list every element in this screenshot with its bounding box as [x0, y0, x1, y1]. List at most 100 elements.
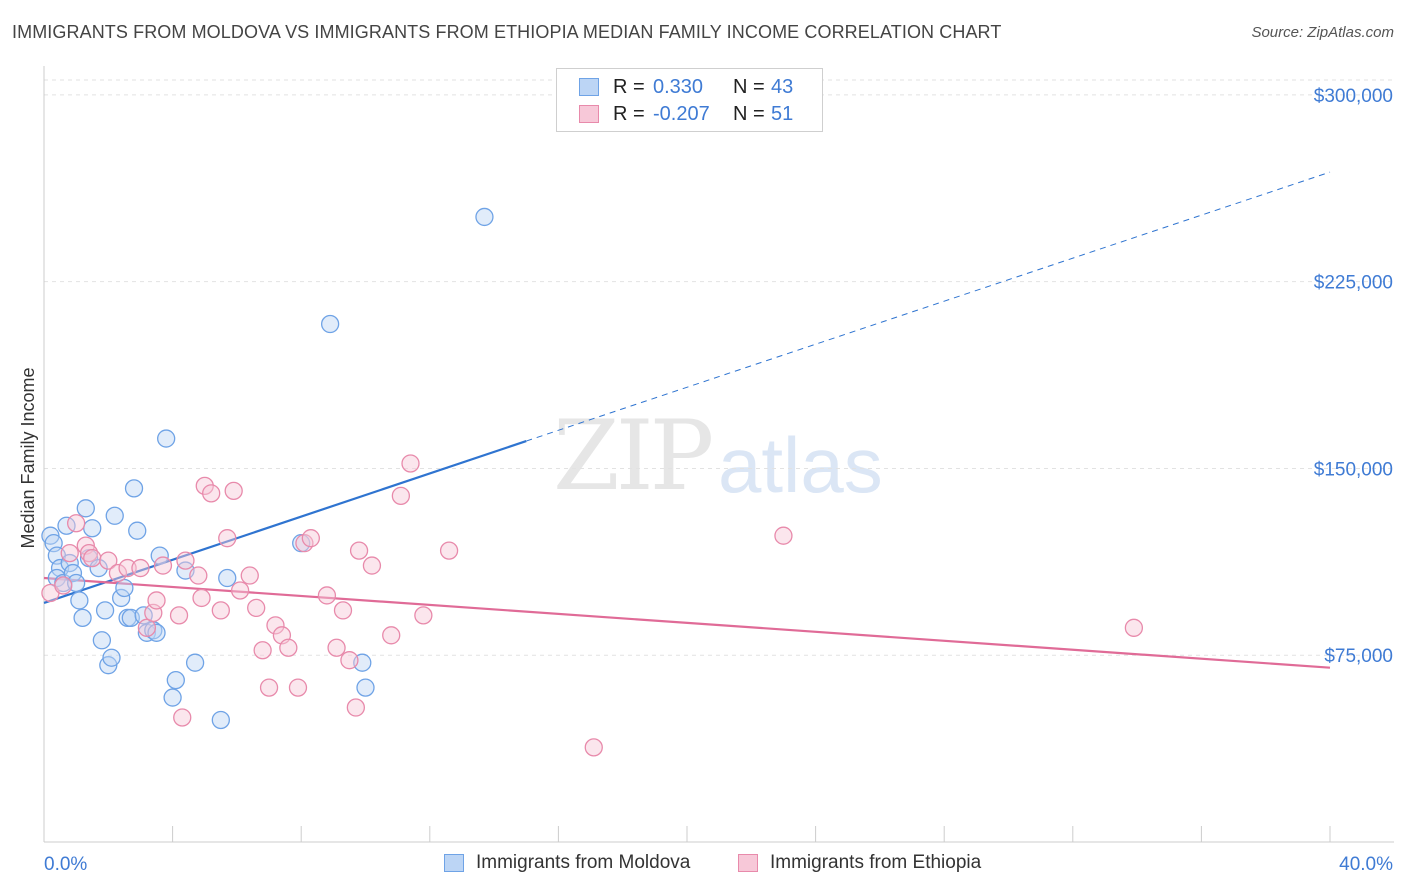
ethiopia-point: [153, 556, 173, 575]
legend-row-moldova: R = 0.330 N = 43: [579, 74, 793, 100]
ethiopia-point: [173, 708, 192, 727]
moldova-point: [356, 678, 375, 697]
moldova-point: [92, 631, 112, 650]
ethiopia-point: [346, 698, 366, 717]
source-label: Source: ZipAtlas.com: [1251, 24, 1394, 41]
axes: [43, 66, 1394, 843]
y-tick-label: $300,000: [1314, 86, 1393, 107]
ethiopia-point: [391, 486, 411, 505]
moldova-point: [475, 207, 494, 227]
ethiopia-point: [401, 454, 420, 473]
ethiopia-point: [99, 551, 118, 570]
ethiopia-point: [202, 484, 221, 503]
moldova-point: [102, 648, 121, 667]
ethiopia-point: [60, 543, 79, 563]
ethiopia-point: [131, 558, 150, 578]
ethiopia-point: [176, 551, 195, 570]
moldova-point: [70, 591, 89, 610]
ethiopia-point: [317, 586, 337, 605]
watermark-zip: ZIP: [553, 400, 714, 512]
ethiopia-point: [211, 601, 230, 620]
r-label: R =: [613, 75, 645, 98]
y-axis-label: Median Family Income: [18, 367, 38, 548]
bottom-legend-moldova: Immigrants from Moldova: [444, 852, 690, 874]
r-label: R =: [613, 102, 645, 125]
ethiopia-point: [1124, 618, 1144, 637]
y-tick-label: $150,000: [1314, 459, 1393, 480]
ethiopia-point: [240, 566, 259, 585]
x-tick-label: 0.0%: [44, 854, 87, 875]
ethiopia-point: [218, 529, 237, 548]
moldova-legend-label: Immigrants from Moldova: [476, 852, 691, 873]
moldova-point: [73, 608, 92, 628]
chart-title: IMMIGRANTS FROM MOLDOVA VS IMMIGRANTS FR…: [12, 22, 1002, 42]
ethiopia-trend-line: [43, 576, 1331, 669]
ethiopia-point: [192, 588, 211, 608]
tick-labels: $75,000 $150,000 $225,000 $300,000 0.0% 40.0%: [44, 86, 1393, 875]
moldova-point: [105, 506, 124, 525]
n-value: 51: [771, 102, 794, 125]
ethiopia-point: [108, 563, 128, 583]
moldova-point: [163, 688, 182, 707]
moldova-point: [89, 558, 108, 578]
bottom-legend-ethiopia: Immigrants from Ethiopia: [738, 852, 981, 874]
moldova-point: [218, 568, 237, 588]
ethiopia-point: [195, 476, 214, 496]
ethiopia-point: [439, 541, 459, 560]
ethiopia-point: [279, 638, 298, 657]
ethiopia-point: [247, 598, 266, 618]
moldova-point: [211, 710, 230, 730]
moldova-point: [166, 670, 185, 690]
ethiopia-point: [340, 651, 359, 670]
correlation-legend: R = 0.330 N = 43 R = -0.207 N = 51: [556, 68, 823, 132]
moldova-point: [112, 588, 131, 608]
ethiopia-point: [253, 641, 272, 660]
watermark-atlas: atlas: [718, 421, 883, 509]
moldova-swatch: [444, 854, 464, 872]
ethiopia-point: [79, 543, 99, 563]
moldova-point: [128, 521, 147, 540]
moldova-point: [95, 601, 115, 620]
ethiopia-point: [224, 481, 243, 501]
ethiopia-point: [259, 678, 279, 697]
ethiopia-point: [584, 738, 603, 757]
x-tick-label: 40.0%: [1339, 854, 1393, 875]
ethiopia-point: [118, 558, 137, 578]
ethiopia-swatch: [738, 854, 758, 872]
ethiopia-point: [333, 601, 353, 620]
ethiopia-point: [349, 541, 369, 560]
ethiopia-point: [189, 566, 208, 585]
ethiopia-point: [301, 529, 320, 548]
moldova-swatch: [579, 78, 599, 96]
ethiopia-point: [774, 526, 793, 545]
ethiopia-point: [382, 626, 401, 645]
moldova-point: [76, 499, 95, 518]
y-tick-label: $75,000: [1324, 646, 1393, 667]
data-points: [41, 207, 1144, 757]
y-tick-label: $225,000: [1314, 273, 1393, 294]
n-value: 43: [771, 75, 794, 98]
ethiopia-point: [83, 548, 102, 568]
ethiopia-point: [67, 514, 86, 533]
r-value: 0.330: [653, 75, 704, 98]
legend-row-ethiopia: R = -0.207 N = 51: [579, 101, 793, 127]
ethiopia-point: [266, 616, 285, 635]
moldova-point: [63, 563, 83, 583]
ethiopia-point: [362, 556, 382, 575]
ethiopia-swatch: [579, 105, 599, 123]
r-value: -0.207: [653, 102, 710, 125]
n-label: N =: [733, 102, 765, 125]
ethiopia-point: [414, 606, 433, 625]
moldova-point: [83, 519, 102, 538]
moldova-point: [320, 314, 340, 334]
ethiopia-point: [327, 638, 346, 657]
moldova-trend-extension: [526, 171, 1331, 442]
n-label: N =: [733, 75, 765, 98]
moldova-point: [60, 553, 79, 573]
ethiopia-point: [169, 606, 189, 625]
ethiopia-point: [288, 678, 308, 697]
moldova-point: [147, 623, 166, 642]
ethiopia-legend-label: Immigrants from Ethiopia: [770, 852, 982, 873]
moldova-point: [124, 479, 144, 498]
